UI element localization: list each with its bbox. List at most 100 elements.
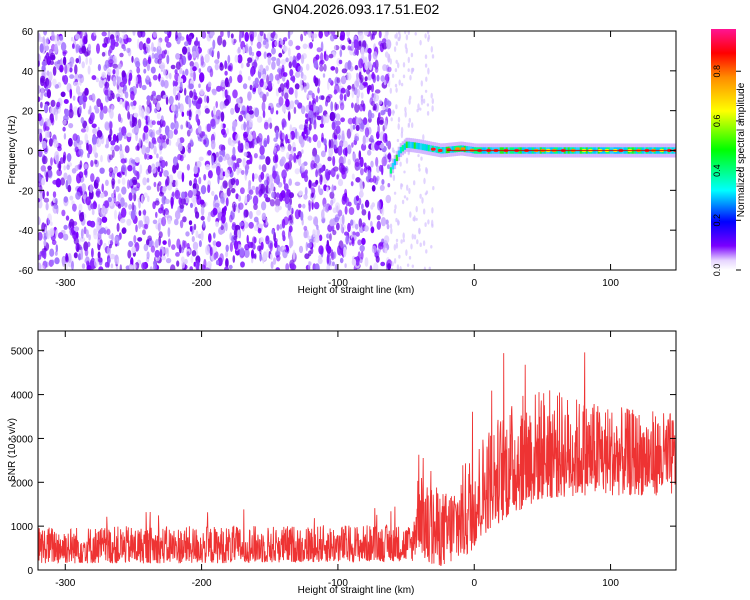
spectrogram-noise-blob (229, 75, 233, 84)
spectrogram-noise-blob (351, 142, 354, 148)
spectrogram-noise-blob (309, 104, 315, 112)
spectrogram-noise-blob (370, 220, 373, 228)
spectrogram-noise-blob (46, 191, 49, 197)
spectrogram-noise-blob (276, 102, 282, 108)
spectrogram-noise-blob (373, 262, 379, 270)
spectrogram-noise-blob (143, 68, 147, 74)
spectrogram-noise-blob (262, 110, 266, 119)
spectrogram-noise-blob (345, 88, 348, 94)
spectrogram-noise-blob (150, 66, 156, 74)
spectrogram-noise-blob (76, 242, 80, 251)
spectrogram-noise-blob (167, 238, 171, 248)
spectrogram-noise-blob (151, 52, 155, 59)
spectrogram-sparse-blob (395, 242, 398, 249)
spectrogram-noise-blob (240, 261, 245, 268)
spectrogram-sparse-blob (430, 92, 433, 99)
spectrogram-noise-blob (364, 76, 368, 82)
spectrogram-noise-blob (118, 37, 123, 44)
spectrogram-noise-blob (191, 236, 195, 243)
spectrogram-noise-blob (98, 79, 104, 89)
spectrogram-noise-blob (359, 123, 364, 129)
spectrogram-noise-blob (159, 248, 163, 258)
spectrogram-noise-blob (199, 72, 205, 83)
spectrogram-noise-blob (62, 126, 66, 132)
spectrogram-noise-blob (195, 211, 200, 219)
spectrogram-noise-blob (145, 106, 150, 116)
spectrogram-noise-blob (246, 105, 250, 114)
spectrogram-sparse-blob (391, 147, 395, 153)
spectrogram-noise-blob (52, 66, 57, 76)
spectrogram-noise-blob (152, 74, 158, 81)
spectrogram-noise-blob (202, 220, 206, 228)
spectrogram-noise-blob (270, 253, 273, 260)
spectrogram-noise-blob (232, 146, 236, 157)
spectrogram-noise-blob (137, 237, 143, 242)
spectrogram-noise-blob (320, 115, 324, 124)
spectrogram-noise-blob (253, 153, 258, 159)
spectrogram-sparse-blob (389, 58, 392, 65)
spectrogram-sparse-blob (404, 111, 407, 118)
spectrogram-noise-blob (210, 139, 216, 150)
spectrogram-noise-blob (38, 262, 42, 270)
spectrogram-ytick-label: 20 (22, 107, 34, 118)
spectrogram-noise-blob (234, 54, 239, 63)
spectrogram-noise-blob (38, 197, 41, 203)
spectrogram-noise-blob (78, 55, 82, 64)
spectrogram-noise-blob (220, 79, 226, 88)
spectrogram-noise-blob (271, 47, 276, 55)
spectrogram-noise-blob (158, 53, 163, 61)
spectrogram-noise-blob (157, 165, 161, 173)
spectrogram-signal-band (451, 146, 455, 153)
spectrogram-noise-blob (131, 176, 138, 184)
spectrogram-noise-blob (347, 85, 352, 91)
spectrogram-noise-blob (311, 192, 314, 198)
spectrogram-noise-blob (142, 177, 147, 186)
spectrogram-noise-blob (145, 75, 150, 81)
spectrogram-noise-blob (302, 74, 307, 81)
spectrogram-noise-blob (123, 132, 127, 140)
spectrogram-noise-blob (54, 111, 58, 121)
spectrogram-noise-blob (58, 232, 64, 239)
spectrogram-noise-blob (42, 36, 46, 46)
spectrogram-noise-blob (261, 201, 267, 211)
spectrogram-noise-blob (224, 60, 228, 70)
spectrogram-xtick-label: -100 (328, 278, 348, 289)
snr-frame (37, 330, 677, 571)
spectrogram-noise-blob (360, 74, 364, 83)
spectrogram-noise-blob (351, 258, 357, 266)
spectrogram-noise-blob (195, 36, 198, 47)
spectrogram-noise-blob (174, 218, 179, 226)
spectrogram-noise-blob (143, 243, 149, 252)
spectrogram-noise-blob (91, 134, 97, 146)
spectrogram-noise-blob (333, 135, 338, 140)
spectrogram-sparse-blob (424, 89, 428, 93)
spectrogram-noise-blob (49, 52, 56, 60)
spectrogram-noise-blob (39, 191, 43, 201)
spectrogram-noise-blob (318, 245, 324, 255)
spectrogram-noise-blob (243, 121, 247, 131)
spectrogram-noise-blob (121, 31, 127, 34)
spectrogram-sparse-blob (424, 33, 427, 39)
spectrogram-noise-blob (378, 242, 384, 250)
spectrogram-noise-blob (175, 53, 181, 60)
spectrogram-noise-blob (119, 144, 123, 152)
spectrogram-sparse-blob (430, 245, 433, 249)
spectrogram-noise-blob (192, 196, 197, 208)
spectrogram-noise-blob (78, 148, 84, 156)
spectrogram-noise-blob (62, 154, 66, 164)
spectrogram-sparse-blob (431, 219, 434, 227)
spectrogram-noise-blob (321, 132, 324, 142)
spectrogram-noise-blob (142, 60, 147, 66)
spectrogram-noise-blob (381, 156, 387, 167)
spectrogram-noise-blob (251, 249, 255, 259)
spectrogram-sparse-blob (425, 190, 429, 195)
spectrogram-noise-blob (294, 181, 301, 186)
spectrogram-noise-blob (302, 203, 306, 209)
spectrogram-noise-blob (212, 240, 217, 246)
spectrogram-noise-blob (252, 172, 255, 182)
spectrogram-noise-blob (106, 36, 111, 44)
spectrogram-noise-blob (300, 33, 304, 42)
spectrogram-noise-blob (207, 150, 212, 156)
spectrogram-sparse-blob (410, 52, 414, 58)
